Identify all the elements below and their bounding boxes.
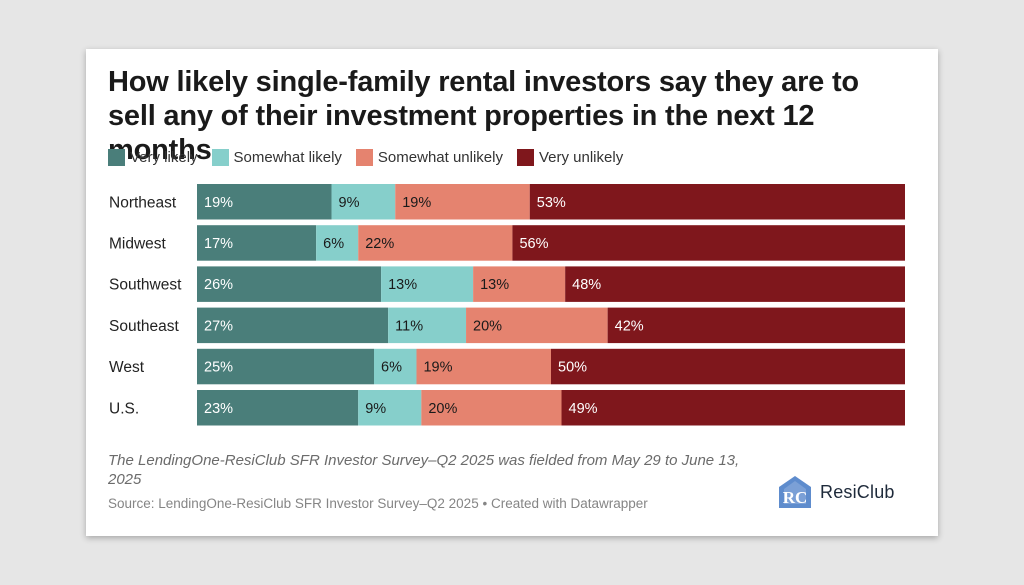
bar-segment [197, 307, 389, 344]
category-label: Southeast [109, 318, 179, 335]
bar-row: Southwest 26% 13% 13% 48% [109, 266, 905, 302]
data-label: 17% [204, 236, 233, 252]
legend-item: Very likely [108, 148, 198, 166]
data-label: 48% [572, 277, 601, 293]
data-label: 50% [558, 360, 587, 376]
bar-row: Northeast 19% 9% 19% 53% [109, 184, 905, 220]
data-label: 13% [480, 277, 509, 293]
bar-segment [197, 225, 317, 261]
chart-card: How likely single-family rental investor… [86, 49, 938, 536]
data-label: 9% [365, 401, 386, 417]
bar-row: Midwest 17% 6% 22% 56% [109, 225, 905, 261]
legend-label: Very unlikely [538, 148, 624, 166]
legend-swatch [355, 148, 373, 166]
category-label: Southwest [109, 277, 182, 294]
bar-segment [197, 390, 359, 426]
data-label: 19% [423, 360, 452, 376]
data-label: 11% [395, 318, 423, 334]
category-label: U.S. [109, 400, 139, 417]
bar-segment [466, 307, 608, 344]
data-label: 49% [569, 401, 598, 417]
bar-row: West 25% 6% 19% 50% [109, 348, 905, 385]
data-label: 6% [381, 360, 402, 376]
data-label: 26% [204, 277, 233, 293]
bar-segment [395, 184, 530, 220]
data-label: 20% [473, 318, 502, 334]
bar-row: U.S. 23% 9% 20% 49% [109, 390, 905, 426]
legend-swatch [108, 148, 125, 166]
bar-segment [388, 307, 467, 344]
bar-segment [561, 390, 905, 426]
bar-segment [421, 390, 562, 426]
source-text: Source: LendingOne-ResiClub SFR Investor… [108, 496, 479, 511]
bar-segment [197, 266, 382, 302]
survey-note: The LendingOne-ResiClub SFR Investor Sur… [108, 452, 740, 488]
legend-swatch [516, 148, 534, 166]
bar-segment [374, 348, 417, 385]
legend-label: Somewhat likely [233, 148, 342, 166]
bar-segment [607, 307, 905, 344]
data-label: 6% [323, 236, 344, 252]
bar-row: Southeast 27% 11% 20% 42% [109, 307, 905, 344]
data-label: 19% [402, 195, 431, 211]
bar-segment [565, 266, 905, 302]
bar-segment [197, 348, 374, 385]
data-label: 23% [204, 401, 233, 417]
bar-segment [358, 390, 422, 426]
data-label: 27% [204, 318, 233, 334]
bar-segment [331, 184, 396, 220]
category-label: Midwest [109, 235, 167, 252]
logo-text: ResiClub [820, 481, 895, 502]
data-label: 42% [615, 318, 644, 334]
legend-label: Very likely [130, 148, 198, 166]
data-label: 56% [519, 236, 548, 252]
bar-segment [316, 225, 359, 261]
legend-item: Very unlikely [516, 148, 624, 166]
data-label: 53% [537, 195, 566, 211]
bar-segment [358, 225, 513, 261]
logo-mark: RC [783, 488, 808, 507]
bar-segment [473, 266, 566, 302]
datawrapper-credit: • Created with Datawrapper [482, 496, 648, 511]
category-label: Northeast [109, 194, 177, 211]
bar-segment [381, 266, 474, 302]
chart-legend: Very likely Somewhat likely Somewhat unlik… [108, 147, 637, 167]
resiclub-logo-icon: RC [779, 476, 811, 508]
bar-segment [512, 225, 905, 261]
data-label: 25% [204, 360, 233, 376]
legend-item: Somewhat likely [211, 148, 342, 166]
bar-segment [529, 184, 905, 220]
data-label: 13% [388, 277, 417, 293]
legend-item: Somewhat unlikely [355, 148, 503, 166]
legend-swatch [211, 148, 229, 166]
chart-title: How likely single-family rental investor… [108, 66, 859, 166]
data-label: 19% [204, 195, 233, 211]
bar-segment [551, 348, 905, 385]
data-label: 9% [339, 195, 360, 211]
source-line: Source: LendingOne-ResiClub SFR Investor… [108, 496, 648, 511]
category-label: West [109, 359, 145, 376]
bar-segment [416, 348, 551, 385]
stacked-bar-chart: Northeast 19% 9% 19% 53% Midwest 17% 6% 22% 56% So… [109, 184, 905, 426]
data-label: 20% [428, 401, 457, 417]
bar-segment [197, 184, 332, 220]
legend-label: Somewhat unlikely [377, 148, 503, 166]
data-label: 22% [365, 236, 394, 252]
resiclub-logo: RC ResiClub [776, 473, 895, 511]
